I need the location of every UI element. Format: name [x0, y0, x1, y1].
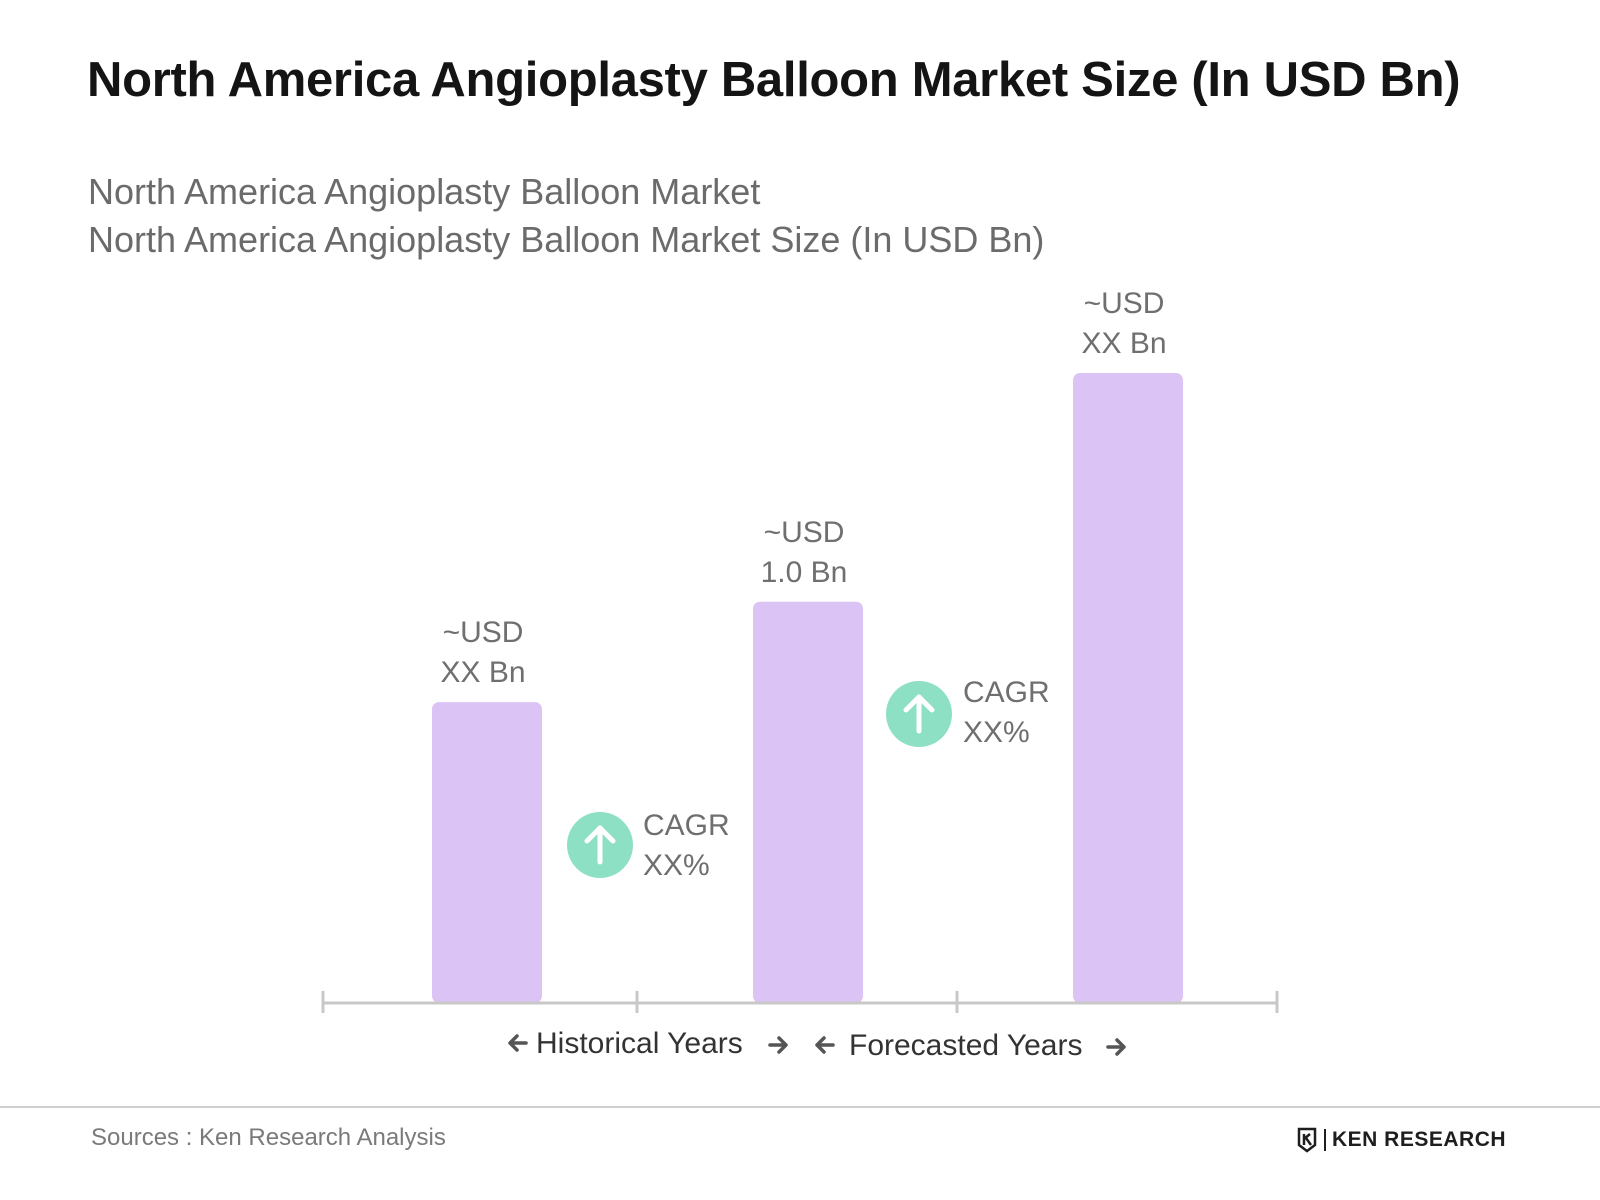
bar-1-data-label-line-2: XX Bn [440, 656, 525, 689]
cagr-value: XX% [963, 716, 1030, 749]
arrow-left-icon [815, 1036, 835, 1054]
bar-3-data-label-line-2: XX Bn [1081, 327, 1166, 360]
cagr-value: XX% [643, 849, 710, 882]
cagr-indicator-2: CAGR XX% [886, 676, 1050, 749]
period-historical: Historical Years [508, 1027, 788, 1060]
bar-2-data-label-line-1: ~USD [764, 516, 845, 549]
bar-chart: ~USD XX Bn ~USD 1.0 Bn ~USD XX Bn CAGR XX% CA… [321, 287, 1279, 1062]
arrow-right-icon [1106, 1038, 1126, 1056]
brand-separator [1324, 1129, 1326, 1151]
period-label-forecasted: Forecasted Years [849, 1029, 1082, 1062]
bar-3 [1073, 373, 1183, 1004]
arrow-up-circle-icon [584, 825, 616, 865]
bars-layer [432, 373, 1183, 1004]
bar-1 [432, 702, 542, 1003]
bar-2 [753, 601, 863, 1003]
arrow-up-circle-icon [903, 694, 935, 734]
brand-name: KEN RESEARCH [1332, 1128, 1507, 1151]
source-note: Sources : Ken Research Analysis [91, 1124, 446, 1151]
x-axis [321, 991, 1279, 1013]
cagr-indicator-1: CAGR XX% [567, 809, 730, 882]
bar-1-data-label-line-1: ~USD [443, 616, 524, 649]
period-label-historical: Historical Years [536, 1027, 743, 1060]
cagr-label: CAGR [643, 809, 730, 842]
bar-2-data-label-line-2: 1.0 Bn [761, 556, 848, 589]
arrow-right-icon [768, 1036, 788, 1054]
period-forecasted: Forecasted Years [815, 1029, 1126, 1062]
data-labels-layer: ~USD XX Bn ~USD 1.0 Bn ~USD XX Bn [440, 287, 1166, 689]
ken-research-logo-icon [1297, 1127, 1317, 1153]
bar-3-data-label-line-1: ~USD [1084, 287, 1165, 320]
chart-subtitle-line-2: North America Angioplasty Balloon Market… [88, 219, 1045, 260]
chart-subtitle-line-1: North America Angioplasty Balloon Market [88, 171, 761, 212]
footer-divider [0, 1106, 1600, 1108]
chart-title: North America Angioplasty Balloon Market… [87, 53, 1461, 107]
cagr-label: CAGR [963, 676, 1050, 709]
brand-logo: KEN RESEARCH [1296, 1127, 1506, 1153]
arrow-left-icon [508, 1034, 528, 1052]
